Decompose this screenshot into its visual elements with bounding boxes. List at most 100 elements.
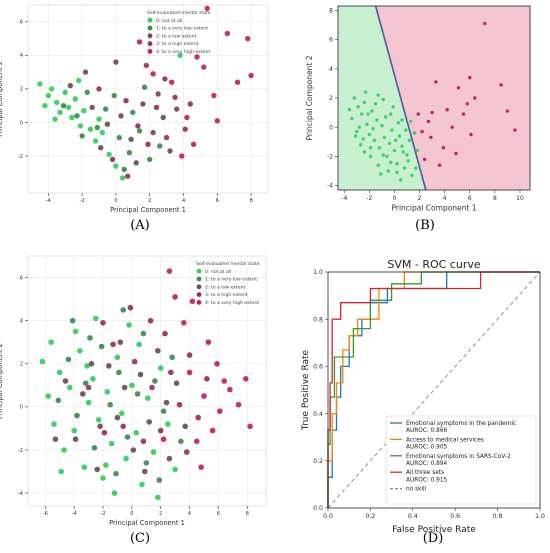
y-axis-label: Principal Component 2 — [0, 343, 4, 419]
data-point — [183, 449, 190, 455]
data-point — [454, 151, 458, 156]
data-point — [163, 399, 170, 406]
data-point — [189, 298, 196, 305]
data-point — [123, 98, 129, 104]
y-tick-label: 2 — [20, 362, 23, 368]
data-point — [67, 384, 73, 391]
data-point — [165, 421, 171, 427]
data-point — [367, 132, 372, 137]
y-tick-label: 0.8 — [313, 316, 323, 323]
panel-c-scatter: -6 -4 -2 0 2 4 6 8 -4 -2 0 2 4 6 Principal Component 1… — [0, 255, 267, 527]
x-tick-label: 0 — [393, 195, 397, 202]
data-point — [389, 160, 393, 164]
data-point — [166, 268, 173, 274]
data-point — [178, 438, 184, 445]
data-point — [113, 163, 119, 169]
data-point — [402, 166, 407, 170]
data-point — [371, 127, 375, 131]
data-point — [169, 354, 175, 361]
data-point — [143, 460, 150, 466]
data-point — [95, 417, 102, 423]
data-point — [42, 103, 48, 109]
data-point — [205, 339, 212, 346]
data-point — [373, 102, 378, 106]
data-point — [93, 315, 99, 322]
data-point — [62, 89, 68, 96]
x-tick-label: -4 — [341, 195, 347, 202]
data-point — [104, 389, 111, 395]
data-point — [400, 144, 404, 148]
data-point — [150, 71, 156, 77]
data-point — [103, 106, 109, 112]
data-point — [67, 82, 74, 89]
data-point — [90, 376, 96, 382]
data-point — [65, 104, 72, 111]
data-point — [173, 380, 180, 387]
data-point — [377, 146, 382, 150]
data-point — [162, 330, 168, 337]
data-point — [144, 395, 151, 402]
legend-entry: 2: to a low extent — [156, 33, 197, 39]
data-point — [450, 125, 454, 129]
y-axis-label: Principal Component 2 — [305, 55, 314, 140]
data-point — [146, 419, 152, 425]
data-point — [243, 376, 249, 382]
data-point — [133, 160, 139, 166]
legend-marker — [196, 299, 202, 305]
data-point — [380, 124, 384, 128]
data-point — [160, 114, 166, 121]
data-point — [381, 153, 385, 157]
legend-entry-auroc: AUROC: 0.905 — [406, 445, 448, 451]
panel-label-b: (B) — [415, 218, 435, 233]
x-tick-label: 4 — [443, 195, 447, 202]
x-tick-label: 4 — [182, 198, 186, 204]
x-axis-label: Principal Component 1 — [110, 206, 186, 214]
x-axis-label: Principal Component 1 — [109, 519, 185, 527]
data-point — [100, 320, 106, 326]
y-tick-label: 6 — [20, 275, 23, 281]
y-tick-label: 0 — [20, 120, 23, 126]
data-point — [187, 101, 193, 107]
data-point — [368, 154, 373, 159]
data-point — [58, 468, 64, 475]
plot-frame — [27, 255, 267, 507]
x-tick-label: 10 — [516, 195, 524, 202]
data-point — [391, 105, 395, 109]
data-point — [143, 62, 149, 69]
data-point — [245, 35, 251, 42]
data-point — [147, 156, 153, 163]
data-point — [133, 429, 139, 436]
data-point — [106, 151, 112, 158]
data-point — [358, 143, 363, 147]
x-tick-label: 8 — [246, 511, 249, 517]
data-point — [104, 121, 111, 127]
data-point — [420, 129, 424, 134]
data-point — [123, 455, 129, 462]
data-point — [48, 339, 54, 346]
data-point — [166, 455, 173, 462]
data-point — [499, 83, 503, 87]
data-point — [410, 173, 414, 178]
data-point — [129, 382, 135, 389]
data-point — [352, 96, 356, 100]
data-point — [72, 96, 79, 102]
legend-marker — [196, 284, 202, 290]
data-point — [456, 86, 461, 90]
x-axis-label: Principal Component 1 — [391, 204, 476, 213]
data-point — [113, 470, 119, 477]
y-tick-label: 0.4 — [313, 411, 323, 418]
legend-marker — [196, 292, 202, 297]
data-point — [136, 341, 142, 348]
data-point — [85, 384, 92, 391]
data-point — [125, 173, 131, 179]
legend-marker — [147, 33, 153, 39]
x-tick-label: 2 — [148, 198, 151, 204]
legend-entry: 4: to a very high extent — [205, 300, 259, 306]
data-point — [136, 39, 143, 45]
data-point — [422, 157, 427, 161]
data-point — [142, 468, 148, 475]
legend-title: Self-evaluated mental state — [196, 261, 260, 267]
legend-entry: 1: to a very low extent — [205, 277, 257, 283]
y-tick-label: 0.6 — [313, 364, 323, 371]
data-point — [469, 132, 473, 137]
